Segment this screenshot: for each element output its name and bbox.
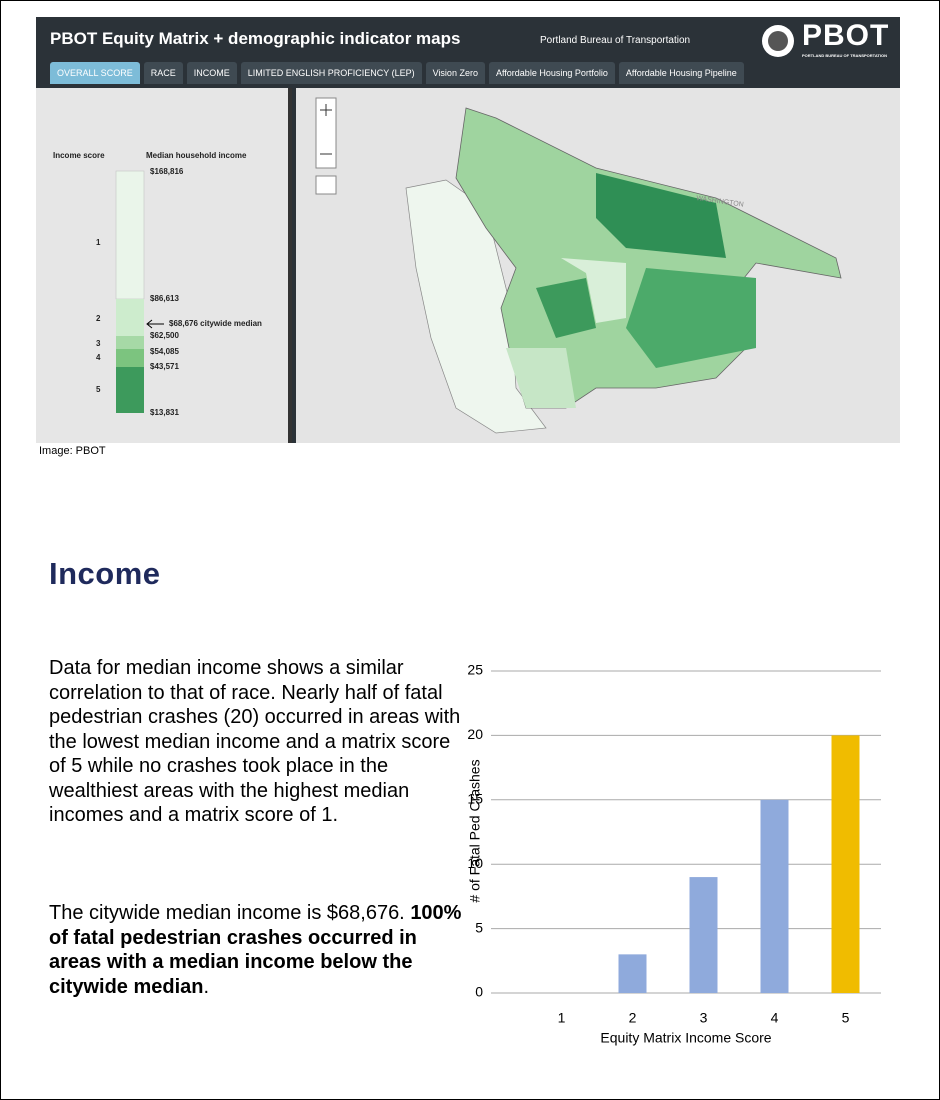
bar [689, 877, 718, 993]
region [536, 278, 596, 338]
legend-score: 5 [96, 385, 101, 394]
bar [760, 799, 789, 993]
legend-income: $62,500 [150, 331, 179, 340]
tab[interactable]: Affordable Housing Pipeline [618, 62, 744, 84]
scrollbar [288, 88, 292, 443]
bar [618, 954, 647, 993]
x-tick-label: 2 [629, 1010, 637, 1026]
seal [762, 25, 794, 57]
legend-swatch [116, 299, 144, 336]
legend-income: $68,676 citywide median [169, 319, 262, 328]
legend-income: $54,085 [150, 347, 179, 356]
bold-text: 100% of fatal pedestrian crashes occurre… [49, 902, 462, 998]
tab[interactable]: Affordable Housing Portfolio [488, 62, 615, 84]
legend-score: 2 [96, 314, 101, 323]
x-tick-label: 5 [842, 1010, 850, 1026]
legend-swatch [115, 170, 145, 300]
tab[interactable]: Vision Zero [425, 62, 485, 84]
y-tick-label: 20 [467, 726, 483, 742]
y-tick-label: 15 [467, 791, 483, 807]
legend-score: 4 [96, 353, 101, 362]
text: The citywide median income is $68,676. [49, 902, 405, 924]
legend-swatch [116, 367, 144, 413]
median-arrow [146, 319, 164, 329]
text: . [203, 975, 210, 998]
zoom-icons [320, 104, 332, 155]
legend-income: $86,613 [150, 294, 179, 303]
image-caption: Image: PBOT [39, 445, 106, 457]
paragraph: Data for median income shows a similar c… [49, 657, 461, 826]
legend-score: 1 [96, 238, 101, 247]
legend-heading: Income score [53, 151, 105, 160]
y-tick-label: 25 [467, 662, 483, 678]
legend-heading: Median household income [146, 151, 247, 160]
tab[interactable]: INCOME [186, 62, 237, 84]
y-tick-label: 0 [475, 984, 483, 1000]
map: WASHINGTON [296, 88, 900, 443]
legend: Income score Median household income 1 2… [36, 88, 292, 443]
screenshot: PBOT Equity Matrix + demographic indicat… [36, 17, 900, 443]
chart: # of Fatal Ped Crashes Equity Matrix Inc… [467, 662, 881, 1046]
zoom-controls[interactable] [315, 97, 337, 169]
logo: PBOT [802, 19, 890, 52]
legend-income: $168,816 [150, 167, 184, 176]
x-tick-label: 1 [558, 1010, 566, 1026]
app-title: PBOT Equity Matrix + demographic indicat… [50, 29, 461, 48]
paragraph: The citywide median income is $68,676. 1… [49, 901, 469, 999]
section-heading: Income [49, 556, 161, 591]
tab[interactable]: RACE [143, 62, 183, 84]
y-tick-label: 10 [467, 855, 483, 871]
x-axis-title: Equity Matrix Income Score [600, 1030, 771, 1046]
legend-swatch [116, 349, 144, 367]
region [506, 348, 576, 408]
tab[interactable]: OVERALL SCORE [50, 62, 140, 84]
x-tick-label: 3 [700, 1010, 708, 1026]
x-tick-label: 4 [771, 1010, 779, 1026]
bar [831, 735, 860, 993]
legend-score: 3 [96, 339, 101, 348]
region [561, 258, 626, 323]
logo-subtitle: PORTLAND BUREAU OF TRANSPORTATION [802, 53, 887, 58]
search-button[interactable] [315, 175, 337, 195]
y-axis-title: # of Fatal Ped Crashes [467, 759, 483, 902]
y-tick-label: 5 [475, 919, 483, 935]
org-name[interactable]: Portland Bureau of Transportation [540, 35, 691, 46]
legend-income: $43,571 [150, 362, 179, 371]
region [455, 107, 842, 409]
legend-income: $13,831 [150, 408, 179, 417]
legend-swatch [116, 336, 144, 349]
tab[interactable]: LIMITED ENGLISH PROFICIENCY (LEP) [240, 62, 422, 84]
tab-bar: OVERALL SCORE RACE INCOME LIMITED ENGLISH P… [50, 62, 744, 84]
region [596, 173, 726, 258]
region [626, 268, 756, 368]
